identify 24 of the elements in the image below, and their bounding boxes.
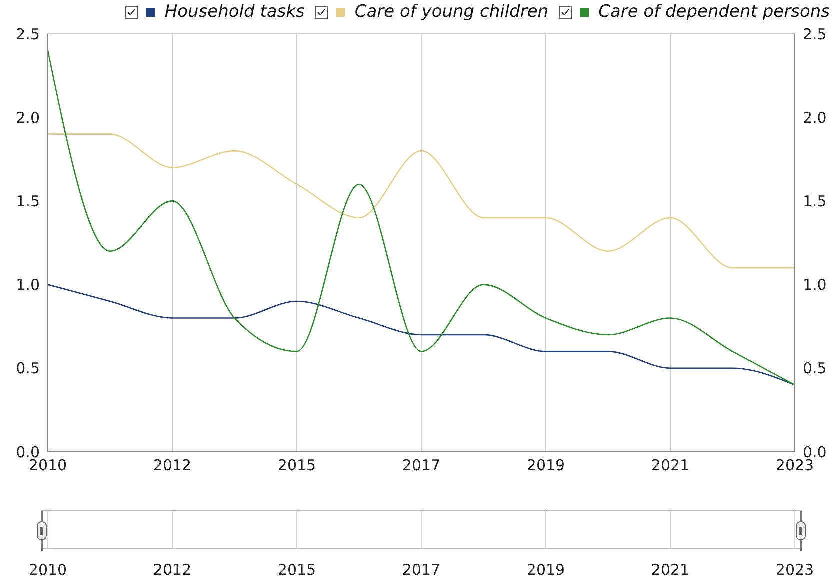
legend-label: Household tasks — [164, 2, 305, 22]
legend-label: Care of young children — [354, 2, 549, 22]
x-tick-label: 2015 — [278, 456, 316, 475]
line-series — [48, 284, 795, 386]
y2-tick-label: 0.5 — [803, 360, 827, 378]
y2-tick-label: 2.5 — [803, 25, 827, 44]
y-tick-label: 0.5 — [16, 360, 40, 378]
x-tick-label: 2023 — [776, 456, 814, 475]
y2-tick-label: 1.5 — [803, 192, 827, 211]
y2-tick-label: 1.0 — [803, 276, 827, 294]
y-tick-label: 2.0 — [16, 108, 40, 127]
y-tick-label: 1.0 — [16, 276, 40, 294]
y-tick-label: 2.5 — [16, 25, 40, 44]
line-series — [48, 50, 795, 386]
y2-tick-label: 2.0 — [803, 108, 827, 127]
x-tick-label: 2021 — [651, 456, 690, 475]
range-slider: 2010 2012 2015 2017 2019 2021 2023 — [0, 503, 834, 580]
x-tick-label: 2010 — [28, 456, 68, 475]
x-tick-label: 2017 — [402, 456, 441, 475]
legend-label: Care of dependent persons — [598, 2, 830, 22]
y-tick-label: 1.5 — [16, 192, 40, 211]
x-tick-label: 2012 — [153, 456, 192, 475]
x-tick-label: 2019 — [526, 456, 566, 475]
line-series — [48, 134, 795, 269]
